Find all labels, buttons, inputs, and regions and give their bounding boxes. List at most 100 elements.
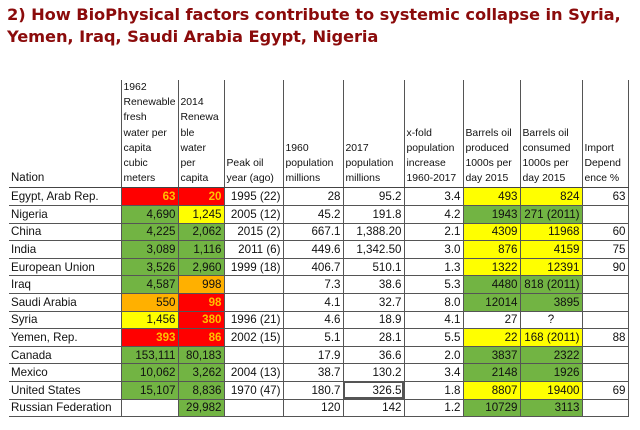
cell-nation[interactable]: European Union (9, 258, 121, 277)
cell-oil-consumed[interactable]: 11968 (519, 223, 582, 242)
cell-import-dependence[interactable] (581, 205, 629, 224)
cell-pop-2017[interactable]: 18.9 (342, 311, 404, 330)
cell-pop-2017[interactable]: 95.2 (342, 187, 404, 207)
cell-oil-consumed[interactable]: 2322 (519, 346, 582, 365)
cell-oil-produced[interactable]: 4480 (462, 275, 520, 294)
cell-oil-produced[interactable]: 493 (462, 187, 520, 207)
cell-pop-1960[interactable]: 45.2 (282, 205, 343, 224)
cell-water-2014[interactable]: 1,116 (177, 240, 224, 259)
cell-oil-produced[interactable]: 27 (462, 311, 520, 330)
cell-oil-produced[interactable]: 2148 (462, 363, 520, 382)
cell-import-dependence[interactable] (581, 363, 629, 382)
cell-peak-oil[interactable]: 1970 (47) (223, 381, 283, 400)
cell-water-1962[interactable]: 3,526 (120, 258, 178, 277)
cell-water-2014[interactable]: 380 (177, 311, 224, 330)
cell-pop-increase[interactable]: 5.5 (403, 328, 463, 347)
cell-import-dependence[interactable] (581, 399, 629, 418)
cell-pop-increase[interactable]: 2.0 (403, 346, 463, 365)
cell-pop-1960[interactable]: 449.6 (282, 240, 343, 259)
column-header-oil-consumed[interactable]: Barrels oil consumed 1000s per day 2015 (519, 80, 582, 189)
cell-oil-consumed[interactable]: 19400 (519, 381, 582, 400)
column-header-nation[interactable]: Nation (9, 80, 121, 189)
cell-pop-increase[interactable]: 3.0 (403, 240, 463, 259)
cell-pop-1960[interactable]: 120 (282, 399, 343, 418)
cell-water-1962[interactable]: 4,587 (120, 275, 178, 294)
cell-water-2014[interactable]: 2,960 (177, 258, 224, 277)
cell-oil-consumed[interactable]: 818 (2011) (519, 275, 582, 294)
cell-import-dependence[interactable]: 63 (581, 187, 629, 207)
cell-water-1962[interactable]: 1,456 (120, 311, 178, 330)
cell-oil-produced[interactable]: 8807 (462, 381, 520, 400)
cell-import-dependence[interactable]: 60 (581, 223, 629, 242)
cell-pop-1960[interactable]: 4.6 (282, 311, 343, 330)
cell-oil-consumed[interactable]: 12391 (519, 258, 582, 277)
cell-import-dependence[interactable]: 69 (581, 381, 629, 400)
cell-nation[interactable]: Egypt, Arab Rep. (9, 187, 121, 207)
cell-oil-consumed[interactable]: 4159 (519, 240, 582, 259)
cell-pop-increase[interactable]: 1.3 (403, 258, 463, 277)
cell-oil-consumed[interactable]: 3113 (519, 399, 582, 418)
cell-pop-increase[interactable]: 4.1 (403, 311, 463, 330)
cell-pop-2017[interactable]: 28.1 (342, 328, 404, 347)
cell-pop-1960[interactable]: 7.3 (282, 275, 343, 294)
cell-water-2014[interactable]: 29,982 (177, 399, 224, 418)
column-header-water-1962[interactable]: 1962 Renewable fresh water per capita cu… (120, 80, 178, 189)
cell-pop-2017[interactable]: 1,342.50 (342, 240, 404, 259)
cell-import-dependence[interactable] (581, 346, 629, 365)
cell-peak-oil[interactable]: 2005 (12) (223, 205, 283, 224)
cell-water-1962[interactable]: 393 (120, 328, 178, 347)
cell-nation[interactable]: Iraq (9, 275, 121, 294)
cell-pop-2017[interactable]: 1,388.20 (342, 223, 404, 242)
cell-import-dependence[interactable]: 88 (581, 328, 629, 347)
column-header-import-dependence[interactable]: Import Depend ence % (581, 80, 629, 189)
cell-import-dependence[interactable]: 90 (581, 258, 629, 277)
cell-pop-1960[interactable]: 667.1 (282, 223, 343, 242)
cell-water-1962[interactable]: 550 (120, 293, 178, 312)
cell-nation[interactable]: Yemen, Rep. (9, 328, 121, 347)
cell-nation[interactable]: China (9, 223, 121, 242)
cell-pop-increase[interactable]: 1.2 (403, 399, 463, 418)
cell-nation[interactable]: Mexico (9, 363, 121, 382)
cell-pop-1960[interactable]: 5.1 (282, 328, 343, 347)
cell-water-1962[interactable]: 63 (120, 187, 178, 207)
cell-nation[interactable]: India (9, 240, 121, 259)
cell-pop-1960[interactable]: 4.1 (282, 293, 343, 312)
cell-water-2014[interactable]: 80,183 (177, 346, 224, 365)
cell-pop-1960[interactable]: 28 (282, 187, 343, 207)
cell-oil-consumed[interactable]: 3895 (519, 293, 582, 312)
cell-peak-oil[interactable]: 1995 (22) (223, 187, 283, 207)
cell-oil-produced[interactable]: 876 (462, 240, 520, 259)
cell-oil-consumed[interactable]: 271 (2011) (519, 205, 582, 224)
cell-import-dependence[interactable] (581, 293, 629, 312)
column-header-pop-increase[interactable]: x-fold population increase 1960-2017 (403, 80, 463, 189)
cell-peak-oil[interactable] (223, 346, 283, 365)
cell-oil-consumed[interactable]: ? (519, 311, 582, 330)
cell-oil-produced[interactable]: 10729 (462, 399, 520, 418)
cell-pop-2017[interactable]: 142 (342, 399, 404, 418)
cell-pop-2017[interactable]: 32.7 (342, 293, 404, 312)
cell-import-dependence[interactable]: 75 (581, 240, 629, 259)
cell-pop-2017[interactable]: 36.6 (342, 346, 404, 365)
cell-pop-1960[interactable]: 38.7 (282, 363, 343, 382)
cell-peak-oil[interactable]: 2004 (13) (223, 363, 283, 382)
cell-oil-produced[interactable]: 4309 (462, 223, 520, 242)
cell-water-2014[interactable]: 1,245 (177, 205, 224, 224)
cell-water-1962[interactable] (120, 399, 178, 418)
cell-pop-2017[interactable]: 130.2 (342, 363, 404, 382)
cell-water-2014[interactable]: 20 (177, 187, 224, 207)
cell-water-2014[interactable]: 8,836 (177, 381, 224, 400)
cell-oil-consumed[interactable]: 824 (519, 187, 582, 207)
cell-peak-oil[interactable] (223, 399, 283, 418)
cell-import-dependence[interactable] (581, 311, 629, 330)
cell-pop-1960[interactable]: 406.7 (282, 258, 343, 277)
column-header-peak-oil[interactable]: Peak oil year (ago) (223, 80, 283, 189)
cell-pop-1960[interactable]: 180.7 (282, 381, 343, 400)
cell-water-1962[interactable]: 10,062 (120, 363, 178, 382)
cell-water-2014[interactable]: 86 (177, 328, 224, 347)
cell-oil-produced[interactable]: 3837 (462, 346, 520, 365)
cell-water-1962[interactable]: 15,107 (120, 381, 178, 400)
cell-peak-oil[interactable]: 1999 (18) (223, 258, 283, 277)
cell-pop-1960[interactable]: 17.9 (282, 346, 343, 365)
cell-pop-increase[interactable]: 3.4 (403, 363, 463, 382)
cell-import-dependence[interactable] (581, 275, 629, 294)
